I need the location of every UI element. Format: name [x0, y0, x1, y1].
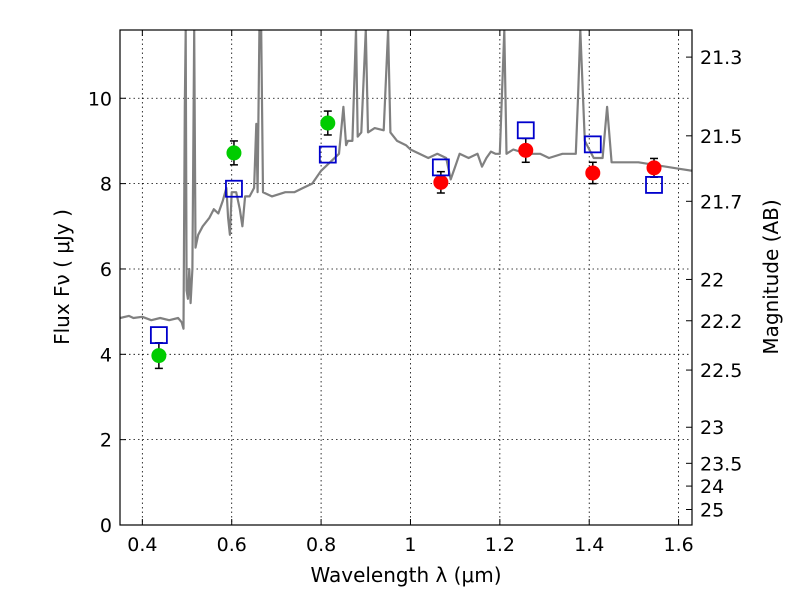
y2-tick-label: 23	[700, 417, 724, 439]
y2-axis-label: Magnitude (AB)	[759, 199, 783, 354]
data-point	[518, 142, 534, 158]
data-point	[320, 115, 336, 131]
y2-tick-label: 22	[700, 269, 724, 291]
data-point	[151, 348, 167, 364]
y-tick-label: 6	[100, 259, 112, 281]
data-point	[433, 174, 449, 190]
y-tick-label: 10	[88, 88, 112, 110]
tick-labels: 0.4 0.6 0.8 1 1.2 1.4 1.6024681021.321.521.722…	[88, 47, 743, 556]
model-point	[645, 176, 663, 194]
model-point	[583, 135, 602, 154]
y-tick-label: 4	[100, 344, 112, 366]
y-tick-label: 2	[100, 430, 112, 452]
axis-ticks	[120, 30, 692, 526]
x-axis-label: Wavelength λ (μm)	[310, 563, 501, 587]
data-point	[585, 165, 601, 181]
model-point	[149, 326, 168, 345]
model-point	[318, 145, 337, 164]
plot-area	[120, 30, 692, 370]
y2-tick-label: 21.7	[700, 191, 742, 213]
x-tick-label: 1.4	[574, 534, 604, 556]
data-point	[646, 160, 662, 176]
y2-tick-label: 25	[700, 500, 724, 522]
x-tick-label: 1	[404, 534, 416, 556]
grid-lines	[120, 30, 692, 526]
y2-tick-label: 23.5	[700, 453, 742, 475]
model-point	[225, 179, 243, 198]
y2-tick-label: 22.5	[700, 360, 742, 382]
data-point	[226, 145, 242, 161]
x-tick-label: 1.2	[485, 534, 515, 556]
x-tick-label: 0.8	[306, 534, 336, 556]
x-tick-label: 0.4	[127, 534, 157, 556]
model-point	[431, 158, 450, 177]
y2-tick-label: 24	[700, 476, 724, 498]
y-tick-label: 8	[100, 174, 112, 196]
plot-frame	[119, 29, 693, 526]
x-tick-label: 1.6	[663, 534, 693, 556]
y2-tick-label: 22.2	[700, 311, 742, 333]
y-tick-label: 0	[100, 515, 112, 537]
y2-tick-label: 21.5	[700, 126, 742, 148]
x-tick-label: 0.6	[217, 534, 247, 556]
spectrum-line	[120, 30, 692, 330]
y2-tick-label: 21.3	[700, 47, 742, 69]
y-axis-label: Flux Fν ( μJy )	[50, 209, 74, 345]
model-point	[516, 121, 535, 140]
